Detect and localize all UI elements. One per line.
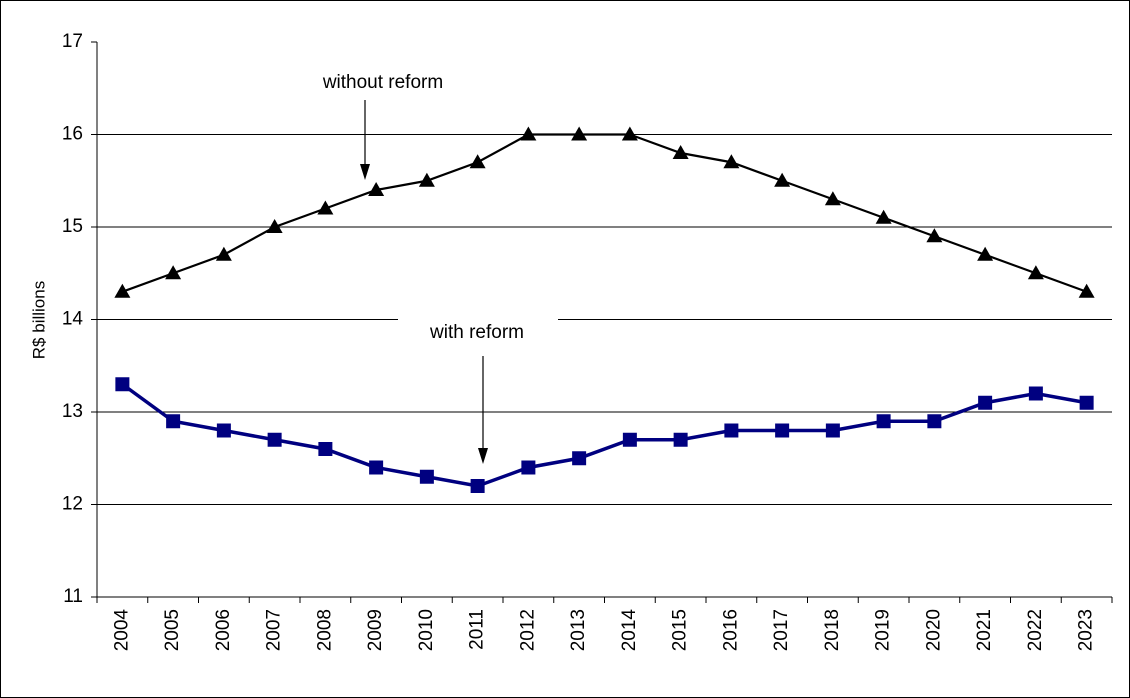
marker [1027,265,1044,280]
x-tick-label: 2005 [162,609,183,651]
x-tick-label: 2019 [873,609,894,651]
marker [876,414,891,429]
y-tick-label: 12 [62,494,83,515]
y-axis-label: R$ billions [29,281,48,359]
x-tick-label: 2021 [974,609,995,651]
marker [115,377,130,392]
annotation: with reform [429,322,524,343]
marker [418,172,435,187]
y-tick-label: 11 [63,586,83,607]
x-tick-label: 2018 [822,609,843,651]
x-tick-label: 2022 [1025,609,1046,651]
marker [571,126,588,141]
marker [977,246,994,261]
x-tick-label: 2008 [314,609,335,651]
marker [724,423,739,438]
x-tick-label: 2020 [923,609,944,651]
marker [622,432,637,447]
marker [621,126,638,141]
marker [774,172,791,187]
marker [824,191,841,206]
marker [672,145,689,159]
x-tick-label: 2023 [1076,609,1097,651]
marker [419,469,434,484]
y-tick-label: 15 [62,216,83,237]
x-tick-label: 2007 [264,609,285,651]
marker [216,423,231,438]
marker [469,154,486,169]
marker [1079,395,1094,410]
x-tick-label: 2014 [619,609,640,652]
marker [673,432,688,447]
marker [267,432,282,447]
y-tick-label: 16 [62,124,83,145]
marker [369,460,384,475]
marker [875,209,892,224]
x-tick-label: 2012 [517,609,538,651]
marker [927,414,942,429]
marker [368,182,385,196]
series-line [121,133,1088,293]
x-tick-label: 2013 [568,609,589,651]
marker [114,283,131,298]
x-tick-label: 2004 [111,609,132,652]
marker [723,154,740,169]
label-background [398,318,558,350]
arrow-head [478,448,488,464]
marker [470,479,485,493]
marker [215,246,232,261]
marker [521,460,536,475]
marker [318,442,333,456]
x-tick-label: 2011 [467,609,488,650]
marker [317,200,334,215]
marker [775,423,790,438]
x-tick-label: 2009 [365,609,386,651]
x-tick-label: 2016 [720,609,741,651]
arrow-head [360,164,370,180]
x-tick-label: 2017 [771,609,792,651]
marker [978,395,993,410]
x-tick-label: 2015 [670,609,691,651]
marker [825,423,840,438]
series-line [121,382,1087,488]
marker [1078,283,1095,298]
marker [166,414,181,429]
marker [1028,386,1043,401]
y-tick-label: 13 [62,401,83,422]
x-tick-label: 2010 [416,609,437,651]
marker [926,228,943,243]
annotation: without reform [322,72,443,93]
y-tick-label: 17 [62,31,83,52]
marker [520,126,537,141]
marker [165,265,182,280]
y-tick-label: 14 [62,309,84,330]
x-tick-label: 2006 [213,609,234,651]
marker [266,219,283,233]
marker [572,451,587,466]
